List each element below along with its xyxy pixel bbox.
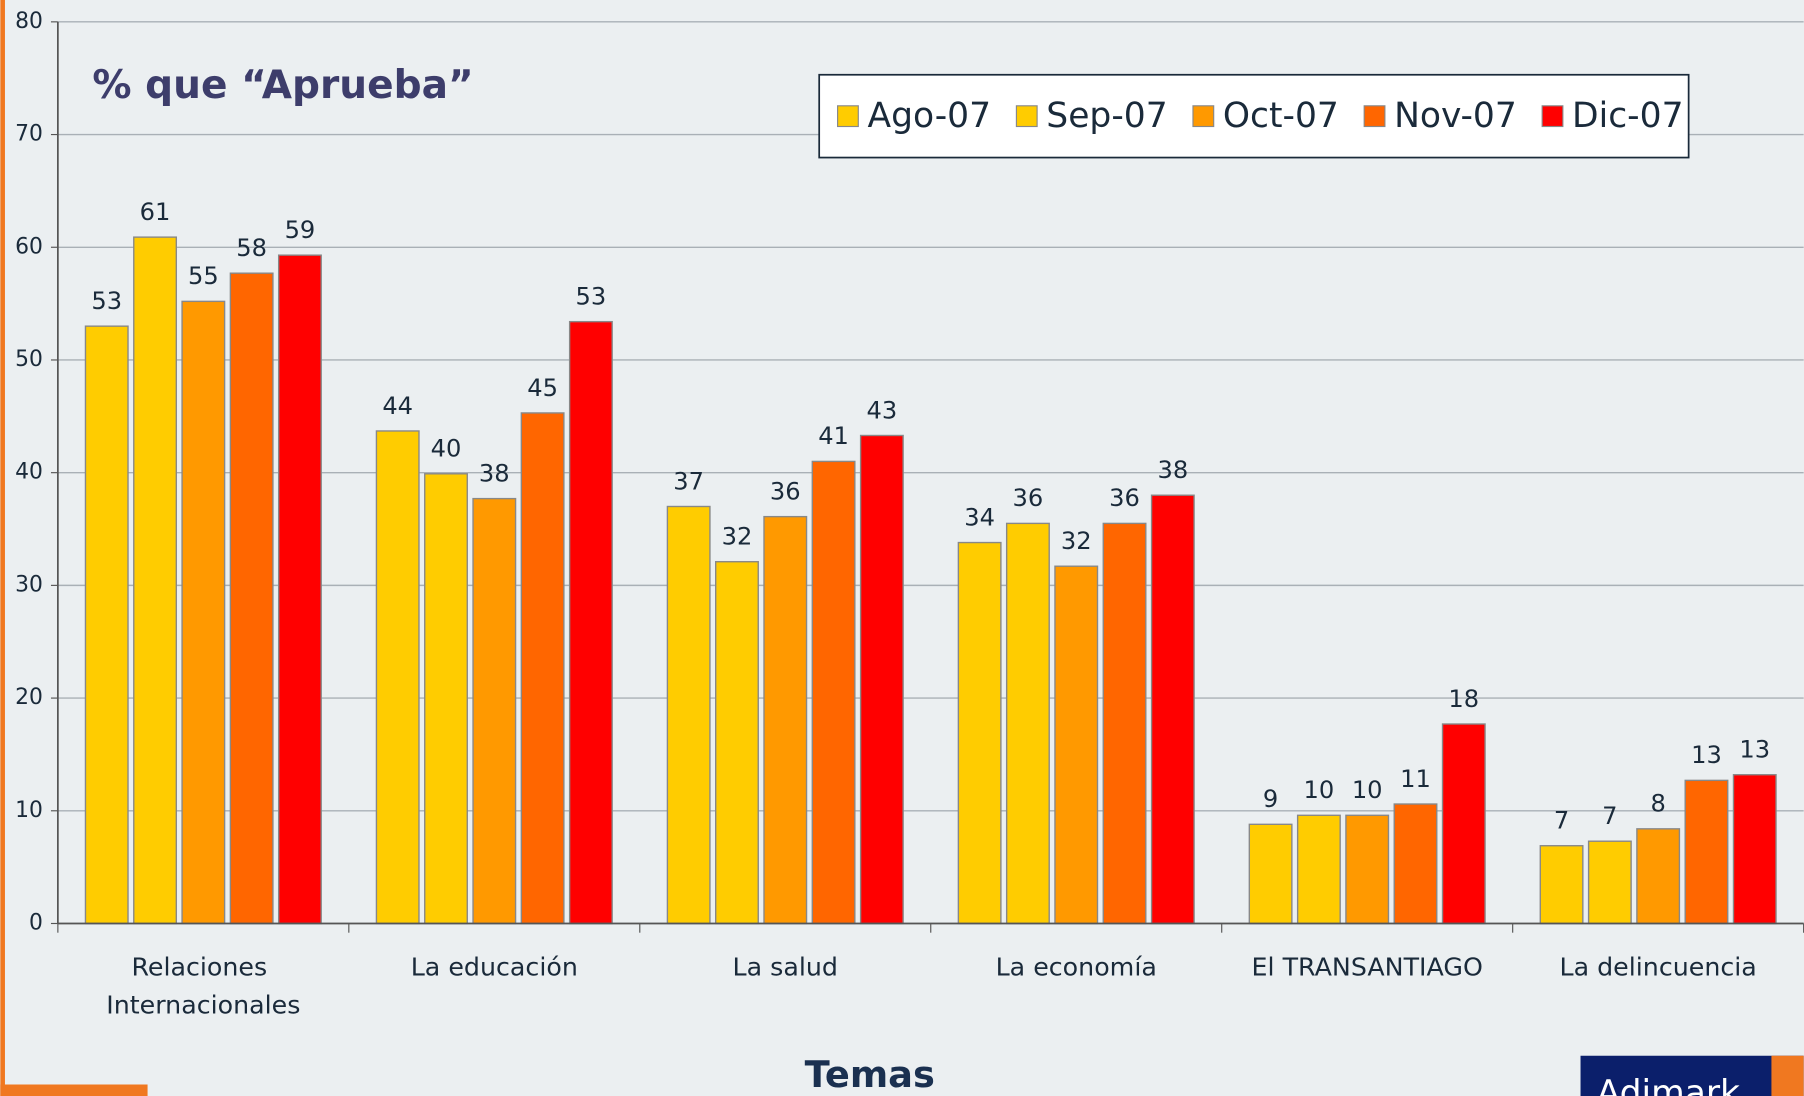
data-label: 44 — [382, 392, 413, 420]
logo-box — [1580, 1055, 1804, 1096]
y-tick-label: 20 — [15, 685, 43, 710]
data-label: 13 — [1691, 741, 1722, 769]
bar — [1296, 814, 1341, 925]
legend-label: Dic-07 — [1572, 96, 1683, 136]
bar — [181, 300, 226, 925]
data-label: 41 — [818, 422, 849, 450]
bar — [1441, 723, 1486, 925]
data-label: 40 — [431, 435, 462, 463]
y-tick-label: 40 — [15, 460, 43, 485]
bar — [472, 497, 517, 925]
bar — [1345, 814, 1390, 925]
left-border — [0, 0, 5, 1096]
legend-label: Sep-07 — [1046, 96, 1167, 136]
data-label: 36 — [1109, 484, 1140, 512]
bar — [1054, 565, 1099, 925]
logo: Adimark — [1597, 1073, 1740, 1096]
legend-swatch — [837, 105, 859, 128]
logo-accent — [1771, 1055, 1804, 1096]
data-label: 7 — [1602, 802, 1617, 830]
data-label: 10 — [1304, 776, 1335, 804]
legend-label: Nov-07 — [1394, 96, 1517, 136]
y-tick-label: 50 — [15, 347, 43, 372]
bar — [520, 412, 565, 925]
bar — [1393, 803, 1438, 925]
bar — [1248, 823, 1293, 925]
legend-swatch — [1192, 105, 1215, 128]
bar — [424, 473, 468, 925]
legend-swatch — [1541, 105, 1564, 128]
data-label: 36 — [770, 477, 801, 505]
bar — [1587, 840, 1632, 925]
bar — [666, 505, 711, 925]
data-label: 38 — [479, 459, 510, 487]
data-label: 34 — [964, 503, 995, 531]
y-tick-label: 60 — [15, 234, 43, 259]
bar — [1150, 494, 1195, 925]
legend-label: Oct-07 — [1223, 96, 1339, 136]
x-tick-label: La educación — [411, 952, 578, 981]
bar — [715, 561, 759, 925]
legend-swatch — [1015, 105, 1038, 128]
legend-swatch — [1363, 105, 1386, 128]
bar — [568, 320, 613, 925]
legend: Ago-07 Sep-07 Oct-07 Nov-07 Dic-07 — [818, 73, 1690, 159]
bar — [1102, 522, 1147, 925]
bar — [229, 272, 274, 925]
data-label: 32 — [1061, 527, 1092, 555]
x-tick-label: La delincuencia — [1559, 952, 1756, 981]
x-tick-label: La salud — [733, 952, 838, 981]
data-label: 32 — [722, 523, 753, 551]
data-label: 8 — [1650, 790, 1665, 818]
bar — [1684, 779, 1729, 925]
data-label: 11 — [1400, 765, 1431, 793]
data-label: 58 — [236, 234, 267, 262]
bar — [1732, 774, 1777, 925]
legend-label: Ago-07 — [867, 96, 991, 136]
data-label: 13 — [1739, 736, 1770, 764]
data-label: 43 — [867, 396, 898, 424]
bottom-accent — [0, 1084, 148, 1096]
bar — [811, 460, 856, 925]
bar — [375, 430, 420, 925]
data-label: 36 — [1013, 484, 1044, 512]
bar — [859, 434, 904, 925]
data-label: 59 — [285, 216, 316, 244]
data-label: 37 — [673, 467, 704, 495]
plot: 0 10 20 30 40 50 60 70 80 53 44 37 34 9 7 61 40 32 36 10 7 55… — [15, 9, 1804, 1019]
x-tick-label: Relaciones Internacionales — [106, 952, 300, 1019]
data-label: 7 — [1554, 807, 1569, 835]
bar — [957, 541, 1002, 925]
data-label: 18 — [1448, 685, 1479, 713]
y-tick-label: 0 — [29, 910, 43, 935]
y-tick-label: 30 — [15, 572, 43, 597]
data-label: 61 — [140, 198, 171, 226]
bar — [763, 515, 808, 925]
data-label: 45 — [527, 374, 558, 402]
data-label: 53 — [576, 282, 607, 310]
x-tick-label: La economía — [996, 952, 1157, 981]
data-label: 55 — [188, 262, 219, 290]
x-axis-label: Temas — [805, 1053, 935, 1096]
bar — [1539, 845, 1584, 925]
data-label: 9 — [1263, 785, 1278, 813]
bar — [277, 254, 322, 925]
y-tick-label: 80 — [15, 9, 43, 34]
y-tick-label: 70 — [15, 122, 43, 147]
chart-title: % que “Aprueba” — [92, 63, 473, 108]
bar — [1005, 522, 1050, 925]
bar — [84, 325, 129, 925]
data-label: 38 — [1157, 456, 1188, 484]
x-tick-label: El TRANSANTIAGO — [1252, 952, 1483, 981]
data-label: 53 — [91, 287, 122, 315]
data-label: 10 — [1352, 776, 1383, 804]
bar — [1636, 828, 1681, 925]
bar — [133, 236, 178, 925]
y-tick-label: 10 — [15, 798, 43, 823]
